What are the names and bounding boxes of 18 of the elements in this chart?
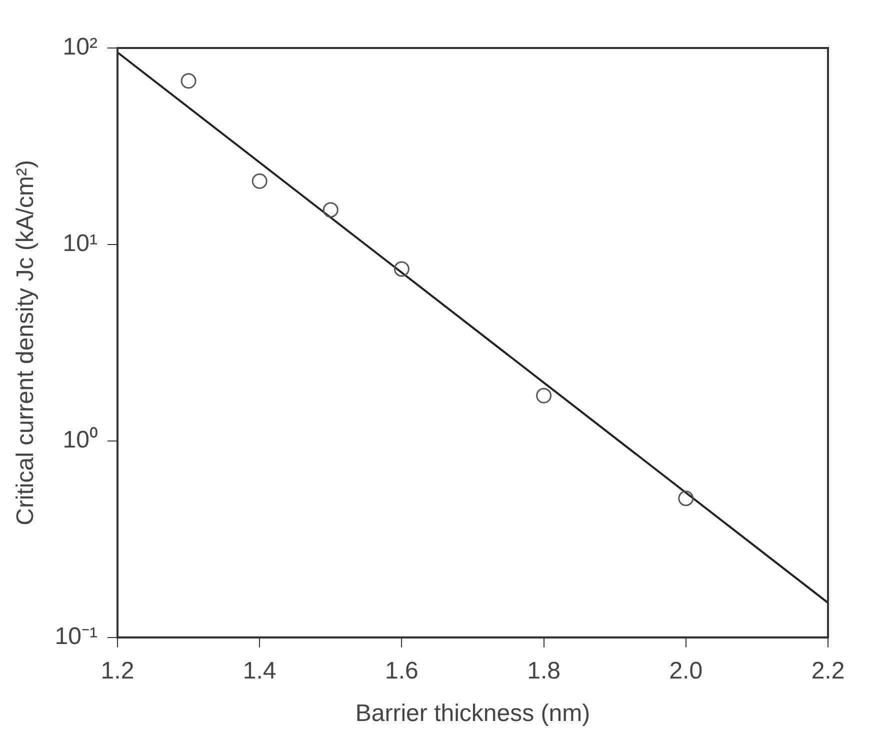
x-axis-title: Barrier thickness (nm) <box>355 700 590 728</box>
y-tick-label: 10⁰ <box>62 426 98 454</box>
x-tick-label: 1.2 <box>100 657 134 684</box>
point <box>322 202 338 218</box>
x-tick-label: 1.4 <box>242 657 276 684</box>
y-tick-label: 10⁻¹ <box>54 623 98 650</box>
point <box>536 388 552 404</box>
x-tick-label: 1.6 <box>385 657 418 684</box>
point <box>394 261 410 277</box>
point <box>252 173 268 189</box>
y-tick-label: 10¹ <box>62 230 98 258</box>
x-tick-label: 2.0 <box>669 657 703 684</box>
x-tick-label: 2.2 <box>811 657 845 684</box>
point <box>678 490 694 506</box>
x-tick-label: 1.8 <box>527 657 560 684</box>
y-axis-title: Critical current density Jc (kA/cm²) <box>12 160 40 526</box>
y-tick-label: 10² <box>62 34 98 61</box>
point <box>180 73 196 89</box>
